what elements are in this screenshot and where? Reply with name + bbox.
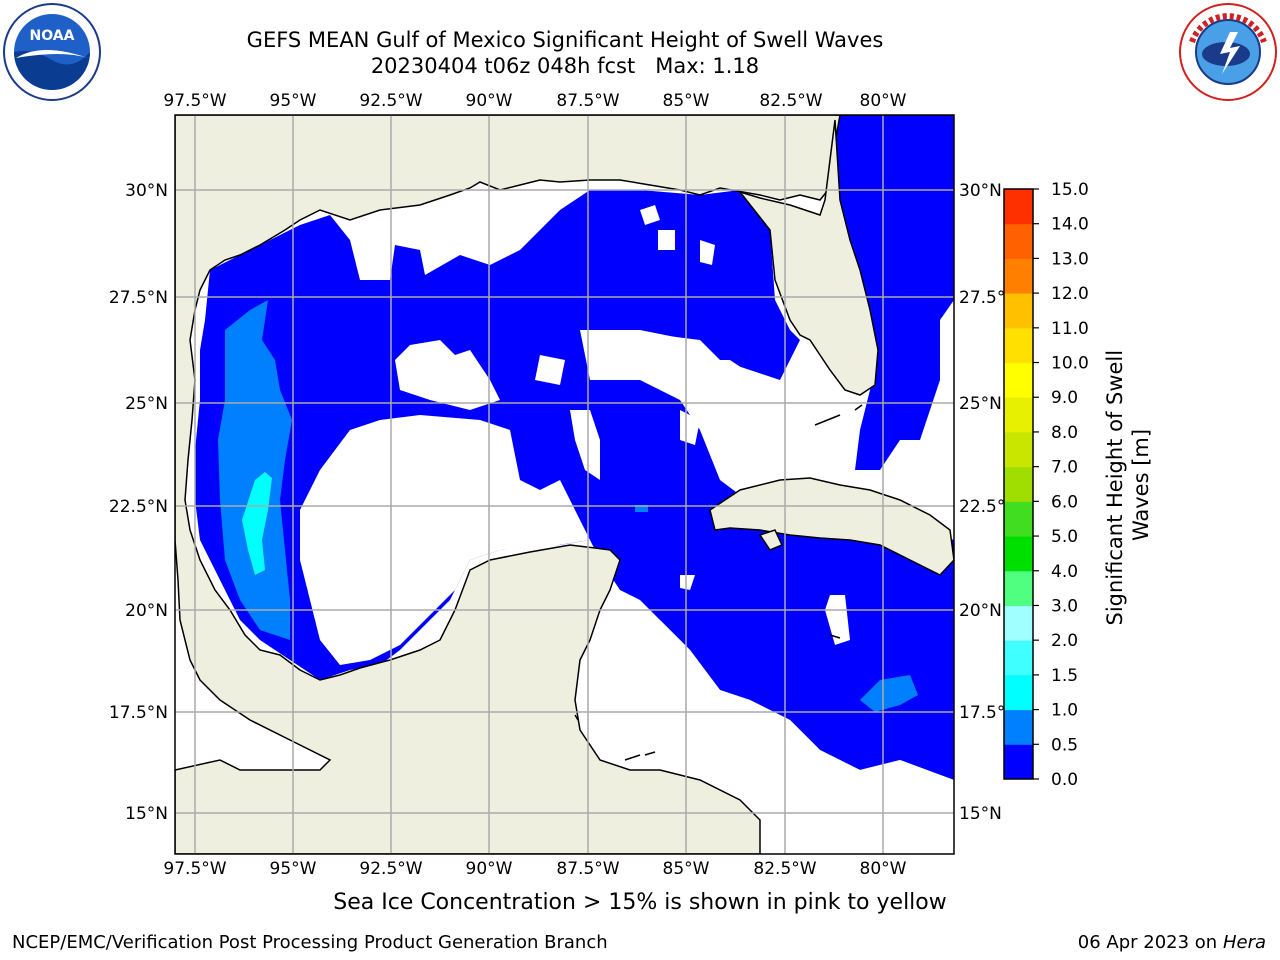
colorbar-tick-label: 7.0 (1051, 458, 1078, 478)
noaa-logo: NOAA (3, 3, 101, 101)
sea-ice-note: Sea Ice Concentration > 15% is shown in … (333, 890, 947, 915)
map-gridlines (175, 115, 954, 854)
lon-label: 85°W (663, 859, 710, 879)
colorbar-tick-label: 4.0 (1051, 562, 1078, 582)
colorbar-tick-label: 1.0 (1051, 701, 1078, 721)
lon-label: 80°W (860, 859, 907, 879)
lon-label: 85°W (663, 91, 710, 111)
swell-region-holes (300, 205, 954, 854)
lat-label: 27.5°N (109, 288, 168, 308)
lon-labels-top: 97.5°W 95°W 92.5°W 90°W 87.5°W 85°W 82.5… (163, 91, 906, 111)
colorbar-tick-label: 11.0 (1051, 319, 1089, 339)
footer-credit: NCEP/EMC/Verification Post Processing Pr… (12, 932, 608, 953)
colorbar-label-line2: Waves [m] (1129, 429, 1153, 541)
lat-label: 20°N (125, 601, 168, 621)
colorbar-tick-label: 8.0 (1051, 423, 1078, 443)
colorbar-swatch (1004, 570, 1033, 606)
map-frame (174, 114, 955, 855)
colorbar-swatch (1004, 466, 1033, 502)
swell-region-high (242, 472, 272, 575)
colorbar-swatch (1004, 744, 1033, 780)
colorbar-swatch (1004, 605, 1033, 641)
chart-title-line1: GEFS MEAN Gulf of Mexico Significant Hei… (246, 28, 884, 52)
lat-label: 30°N (125, 181, 168, 201)
lat-label: 17.5°N (109, 703, 168, 723)
lat-label: 20°N (959, 601, 1002, 621)
svg-text:NOAA: NOAA (30, 28, 75, 44)
lon-label: 82.5°W (759, 91, 822, 111)
lon-label: 97.5°W (163, 859, 226, 879)
lat-label: 15°N (959, 804, 1002, 824)
colorbar-label-line1: Significant Height of Swell (1103, 350, 1127, 626)
colorbar-swatch (1004, 293, 1033, 329)
colorbar-tick-label: 5.0 (1051, 527, 1078, 547)
lat-label: 25°N (959, 394, 1002, 414)
lon-label: 97.5°W (163, 91, 226, 111)
colorbar-tick-label: 0.5 (1051, 735, 1078, 755)
colorbar-tick-label: 14.0 (1051, 215, 1089, 235)
colorbar-tick-label: 3.0 (1051, 596, 1078, 616)
colorbar-swatch (1004, 223, 1033, 259)
footer-date-text: 06 Apr 2023 on (1077, 932, 1223, 953)
footer-host: Hera (1222, 932, 1266, 953)
colorbar-tick-label: 2.0 (1051, 631, 1078, 651)
lat-labels-left: 30°N 27.5°N 25°N 22.5°N 20°N 17.5°N 15°N (109, 181, 168, 824)
colorbar-tick-label: 10.0 (1051, 354, 1089, 374)
chart-title-line2: 20230404 t06z 048h fcst Max: 1.18 (370, 54, 760, 78)
colorbar-swatch (1004, 674, 1033, 711)
colorbar-tick-label: 12.0 (1051, 284, 1089, 304)
lon-labels-bottom: 97.5°W 95°W 92.5°W 90°W 87.5°W 85°W 82.5… (163, 859, 906, 879)
colorbar: 0.0 0.5 1.0 1.5 2.0 3.0 4.0 5.0 6.0 7.0 8.0 9.0 10.0… (1003, 180, 1089, 790)
lon-label: 90°W (466, 91, 513, 111)
colorbar-tick-label: 15.0 (1051, 180, 1089, 200)
colorbar-label: Significant Height of Swell Waves [m] (1103, 344, 1153, 625)
lon-label: 80°W (860, 91, 907, 111)
colorbar-swatch (1004, 189, 1033, 225)
lat-label: 30°N (959, 181, 1002, 201)
colorbar-frame (1003, 188, 1034, 780)
lat-label: 15°N (125, 804, 168, 824)
colorbar-swatch (1004, 709, 1033, 745)
colorbar-swatch (1004, 362, 1033, 398)
lon-label: 92.5°W (359, 859, 422, 879)
colorbar-tick-label: 9.0 (1051, 388, 1078, 408)
lon-label: 92.5°W (359, 91, 422, 111)
colorbar-tick-label: 1.5 (1051, 666, 1078, 686)
colorbar-swatch (1004, 327, 1033, 364)
lon-label: 95°W (270, 91, 317, 111)
colorbar-tick-label: 0.0 (1051, 770, 1078, 790)
colorbar-swatch (1004, 258, 1033, 294)
colorbar-tick-label: 13.0 (1051, 249, 1089, 269)
lat-label: 22.5°N (109, 497, 168, 517)
islands (574, 404, 863, 761)
lon-label: 87.5°W (556, 91, 619, 111)
land (175, 115, 954, 854)
lon-label: 90°W (466, 859, 513, 879)
lon-label: 87.5°W (556, 859, 619, 879)
colorbar-swatch (1004, 397, 1033, 433)
nws-logo (1179, 3, 1277, 101)
colorbar-swatch (1004, 640, 1033, 676)
colorbar-swatch (1004, 501, 1033, 537)
lon-label: 82.5°W (753, 859, 816, 879)
lon-label: 95°W (270, 859, 317, 879)
colorbar-swatch (1004, 536, 1033, 572)
lat-label: 25°N (125, 394, 168, 414)
footer-date: 06 Apr 2023 on Hera (1078, 932, 1266, 953)
colorbar-tick-label: 6.0 (1051, 492, 1078, 512)
colorbar-swatch (1004, 431, 1033, 468)
